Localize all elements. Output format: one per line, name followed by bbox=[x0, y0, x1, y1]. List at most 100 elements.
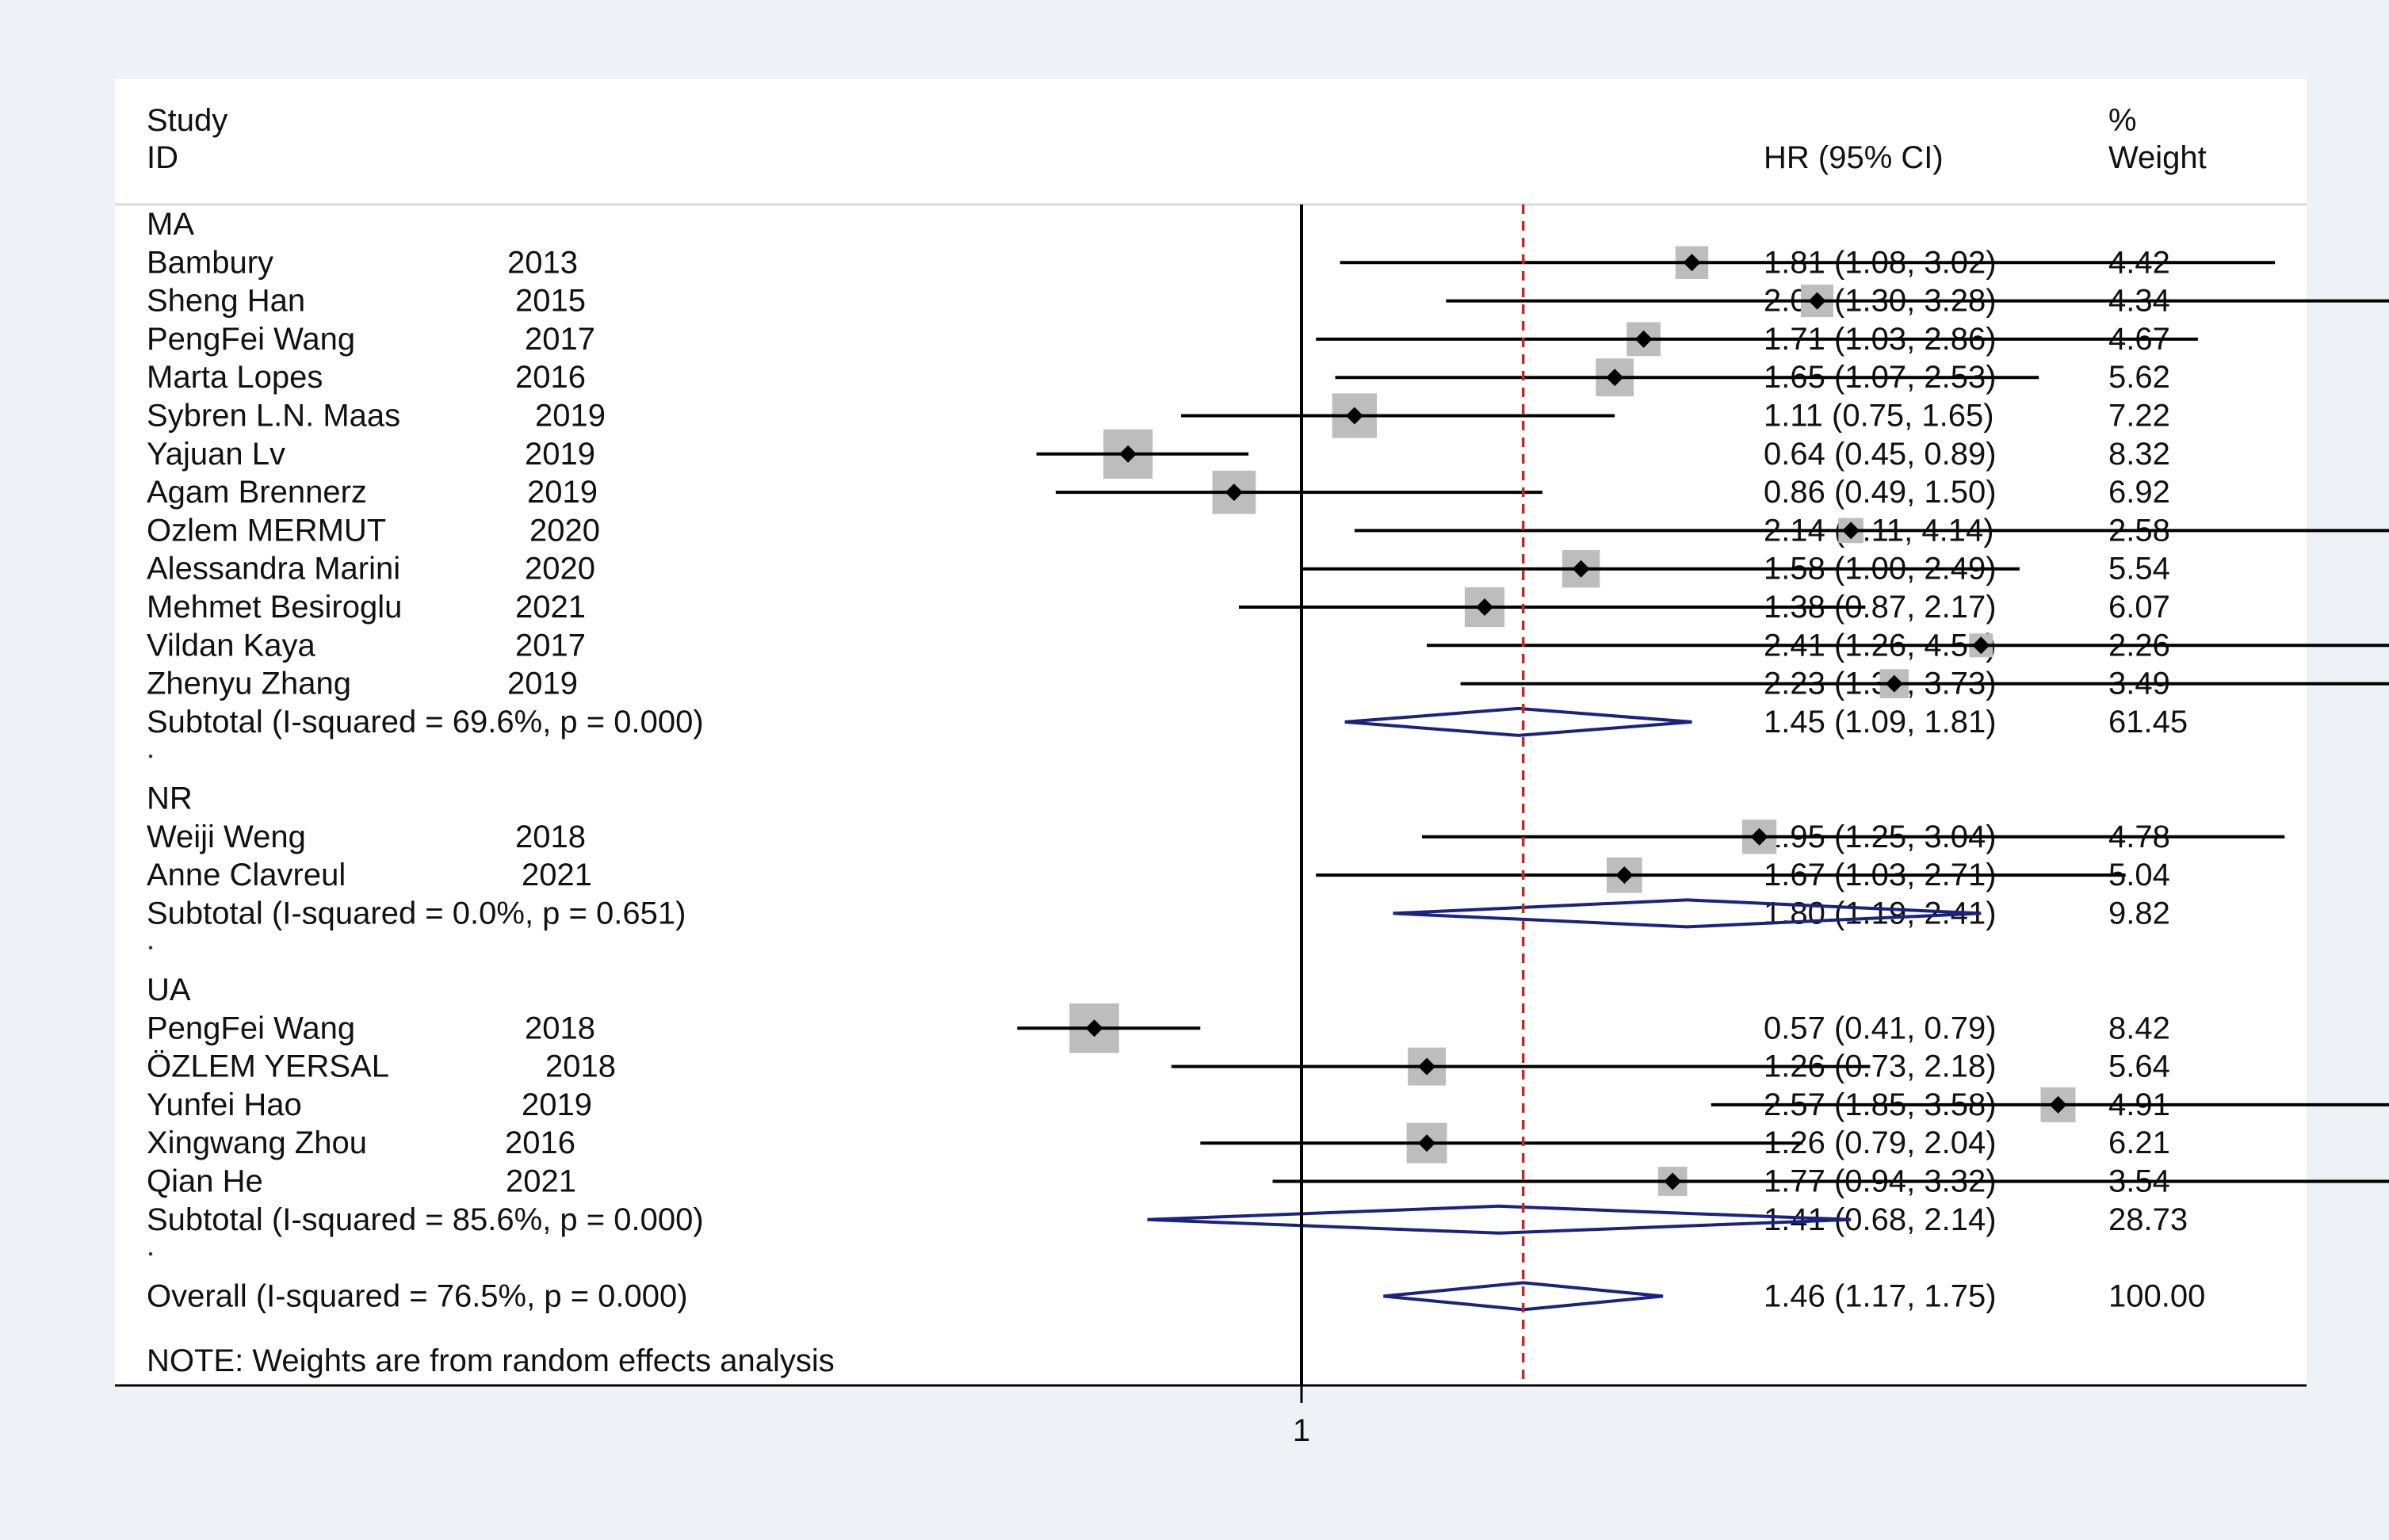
overall-weight: 100.00 bbox=[2108, 1278, 2205, 1313]
study-name: PengFei Wang bbox=[147, 322, 355, 357]
study-name: Agam Brennerz bbox=[147, 475, 367, 510]
point-estimate bbox=[1885, 674, 1903, 693]
study-year: 2013 bbox=[507, 245, 578, 280]
separator-dot bbox=[148, 755, 153, 759]
study-name: Qian He bbox=[147, 1164, 263, 1199]
study-name: Xingwang Zhou bbox=[147, 1125, 367, 1160]
point-estimate bbox=[1634, 330, 1653, 348]
point-estimate bbox=[1418, 1057, 1436, 1076]
study-year: 2016 bbox=[515, 360, 586, 395]
study-year: 2018 bbox=[545, 1049, 616, 1084]
study-name: Yunfei Hao bbox=[147, 1087, 302, 1122]
study-name: Weiji Weng bbox=[147, 820, 306, 854]
study-year: 2020 bbox=[529, 513, 600, 548]
point-estimate bbox=[1225, 483, 1243, 502]
study-year: 2021 bbox=[506, 1164, 576, 1199]
subtotal-weight: 61.45 bbox=[2108, 705, 2188, 739]
header-hr-ci: HR (95% CI) bbox=[1764, 140, 1944, 175]
study-name: Anne Clavreul bbox=[147, 858, 346, 892]
study-name: ÖZLEM YERSAL bbox=[147, 1049, 389, 1084]
point-estimate bbox=[1664, 1172, 1682, 1190]
study-year: 2017 bbox=[515, 628, 586, 663]
overall-label: Overall (I-squared = 76.5%, p = 0.000) bbox=[147, 1278, 688, 1313]
study-year: 2019 bbox=[527, 475, 598, 510]
study-year: 2021 bbox=[522, 858, 592, 892]
point-estimate bbox=[1683, 254, 1701, 272]
point-estimate bbox=[1842, 522, 1860, 540]
subtotal-diamond bbox=[1393, 898, 1982, 929]
header-id: ID bbox=[147, 140, 178, 175]
separator-dot bbox=[148, 946, 153, 950]
subtotal-label: Subtotal (I-squared = 0.0%, p = 0.651) bbox=[147, 896, 686, 930]
study-name: Ozlem MERMUT bbox=[147, 513, 386, 548]
study-year: 2021 bbox=[515, 590, 586, 625]
study-name: Sheng Han bbox=[147, 284, 305, 319]
group-label: UA bbox=[147, 973, 191, 1007]
study-weight: 5.54 bbox=[2108, 552, 2170, 587]
study-year: 2019 bbox=[535, 399, 606, 434]
point-estimate bbox=[1750, 827, 1768, 846]
point-estimate bbox=[1808, 292, 1826, 310]
study-name: Sybren L.N. Maas bbox=[147, 399, 400, 434]
study-name: PengFei Wang bbox=[147, 1011, 355, 1045]
header-weight: Weight bbox=[2108, 140, 2207, 175]
point-estimate bbox=[1615, 866, 1634, 885]
subtotal-weight: 28.73 bbox=[2108, 1202, 2188, 1237]
study-name: Vildan Kaya bbox=[147, 628, 316, 663]
point-estimate bbox=[2049, 1095, 2067, 1114]
study-year: 2019 bbox=[507, 667, 578, 701]
study-name: Alessandra Marini bbox=[147, 552, 400, 587]
point-estimate bbox=[1476, 598, 1494, 616]
separator-dot bbox=[148, 1251, 153, 1256]
study-weight: 5.64 bbox=[2108, 1049, 2170, 1084]
overall-hr-ci: 1.46 (1.17, 1.75) bbox=[1764, 1278, 1997, 1313]
subtotal-hr-ci: 1.41 (0.68, 2.14) bbox=[1764, 1202, 1997, 1237]
study-name: Bambury bbox=[147, 245, 273, 280]
x-axis-ticks: −4.5814.58 bbox=[1293, 1385, 1310, 1448]
study-name: Marta Lopes bbox=[147, 360, 323, 395]
overall-diamond bbox=[1383, 1281, 1664, 1312]
subtotal-diamond bbox=[1344, 706, 1692, 737]
point-estimate bbox=[1572, 560, 1590, 578]
point-estimate bbox=[1418, 1134, 1436, 1152]
group-label: MA bbox=[147, 207, 194, 242]
plot-panel bbox=[115, 79, 2307, 1387]
x-tick-label: 1 bbox=[1293, 1413, 1310, 1448]
point-estimate bbox=[1606, 369, 1624, 387]
point-estimate bbox=[1085, 1019, 1103, 1037]
study-weight: 6.07 bbox=[2108, 590, 2170, 625]
group-label: NR bbox=[147, 781, 193, 816]
point-estimate bbox=[1119, 445, 1137, 463]
study-year: 2016 bbox=[505, 1125, 575, 1160]
study-hr-ci: 1.11 (0.75, 1.65) bbox=[1764, 399, 1994, 434]
study-name: Zhenyu Zhang bbox=[147, 667, 351, 701]
study-year: 2018 bbox=[525, 1011, 595, 1045]
study-hr-ci: 0.57 (0.41, 0.79) bbox=[1764, 1011, 1997, 1045]
study-year: 2020 bbox=[525, 552, 595, 587]
study-weight: 6.92 bbox=[2108, 475, 2170, 510]
study-hr-ci: 0.86 (0.49, 1.50) bbox=[1764, 475, 1997, 510]
subtotal-label: Subtotal (I-squared = 69.6%, p = 0.000) bbox=[147, 705, 704, 739]
study-year: 2019 bbox=[525, 437, 595, 472]
study-weight: 7.22 bbox=[2108, 399, 2170, 434]
header-percent: % bbox=[2108, 103, 2137, 138]
point-estimate bbox=[1345, 407, 1363, 425]
note-text: NOTE: Weights are from random effects an… bbox=[147, 1343, 835, 1378]
study-hr-ci: 0.64 (0.45, 0.89) bbox=[1764, 437, 1997, 472]
subtotal-weight: 9.82 bbox=[2108, 896, 2170, 930]
study-weight: 5.62 bbox=[2108, 360, 2170, 395]
header-study: Study bbox=[147, 103, 227, 138]
study-name: Yajuan Lv bbox=[147, 437, 285, 472]
study-year: 2019 bbox=[522, 1087, 592, 1122]
study-year: 2018 bbox=[515, 820, 586, 854]
study-name: Mehmet Besiroglu bbox=[147, 590, 402, 625]
study-year: 2015 bbox=[515, 284, 586, 319]
subtotal-diamond bbox=[1147, 1204, 1852, 1235]
study-weight: 8.32 bbox=[2108, 437, 2170, 472]
subtotal-hr-ci: 1.45 (1.09, 1.81) bbox=[1764, 705, 1997, 739]
study-year: 2017 bbox=[525, 322, 595, 357]
subtotal-label: Subtotal (I-squared = 85.6%, p = 0.000) bbox=[147, 1202, 704, 1237]
study-weight: 8.42 bbox=[2108, 1011, 2170, 1045]
